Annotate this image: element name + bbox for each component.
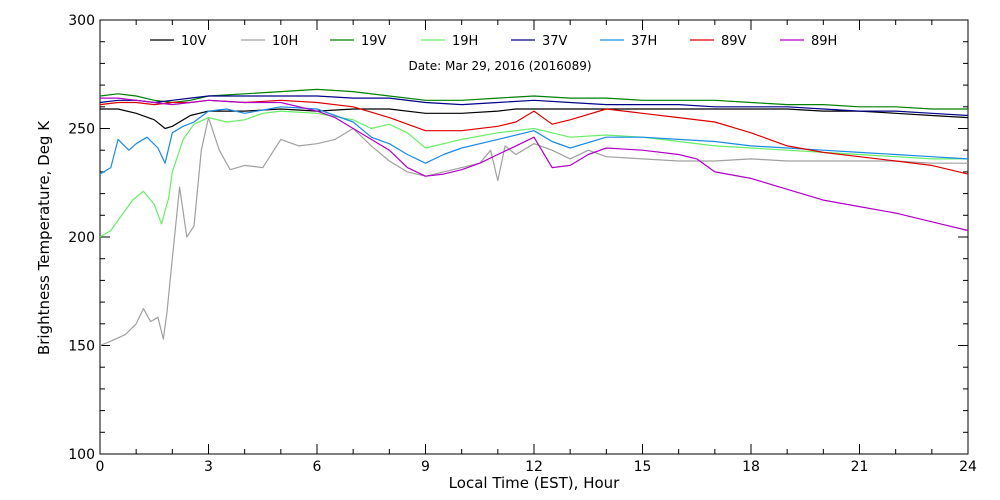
legend-label-10v: 10V [181, 34, 207, 49]
x-tick-label: 18 [742, 459, 760, 475]
x-tick-label: 9 [421, 459, 430, 475]
x-tick-label: 24 [959, 459, 977, 475]
x-tick-labels: 0 3 6 9 12 15 18 21 24 [96, 459, 977, 475]
series-line-19v [99, 88, 968, 110]
x-tick-label: 15 [634, 459, 652, 475]
y-tick-label: 100 [68, 447, 95, 463]
chart-title: Date: Mar 29, 2016 (2016089) [408, 59, 591, 73]
x-tick-label: 3 [204, 459, 213, 475]
y-tick-labels: 100 150 200 250 300 [68, 13, 95, 463]
series-line-89h [100, 97, 969, 232]
legend-label-89v: 89V [721, 34, 747, 49]
x-tick-label: 12 [525, 459, 543, 475]
y-tick-label: 150 [68, 339, 95, 355]
plot-frame [99, 19, 969, 455]
legend: 10V 10H 19V 19H 37V 37H 89V 89H [150, 34, 837, 49]
y-tick-label: 250 [68, 122, 95, 138]
legend-label-37v: 37V [542, 34, 568, 49]
series-line-10v [100, 108, 969, 130]
series-lines [99, 88, 969, 347]
legend-label-19h: 19H [452, 34, 478, 49]
x-tick-label: 6 [313, 459, 322, 475]
series-line-37h [99, 106, 969, 175]
series-line-37v [99, 95, 969, 117]
legend-label-89h: 89H [811, 34, 837, 49]
x-tick-label: 21 [851, 459, 869, 475]
y-tick-label: 300 [68, 13, 95, 29]
axis-ticks [99, 19, 969, 455]
series-line-10h [99, 116, 968, 347]
y-tick-label: 200 [68, 230, 95, 246]
x-tick-label: 0 [96, 459, 105, 475]
legend-label-10h: 10H [272, 34, 298, 49]
legend-label-19v: 19V [361, 34, 387, 49]
series-line-19h [99, 110, 968, 238]
x-axis-label: Local Time (EST), Hour [449, 474, 620, 492]
y-axis-label: Brightness Temperature, Deg K [35, 120, 53, 355]
legend-label-37h: 37H [631, 34, 657, 49]
